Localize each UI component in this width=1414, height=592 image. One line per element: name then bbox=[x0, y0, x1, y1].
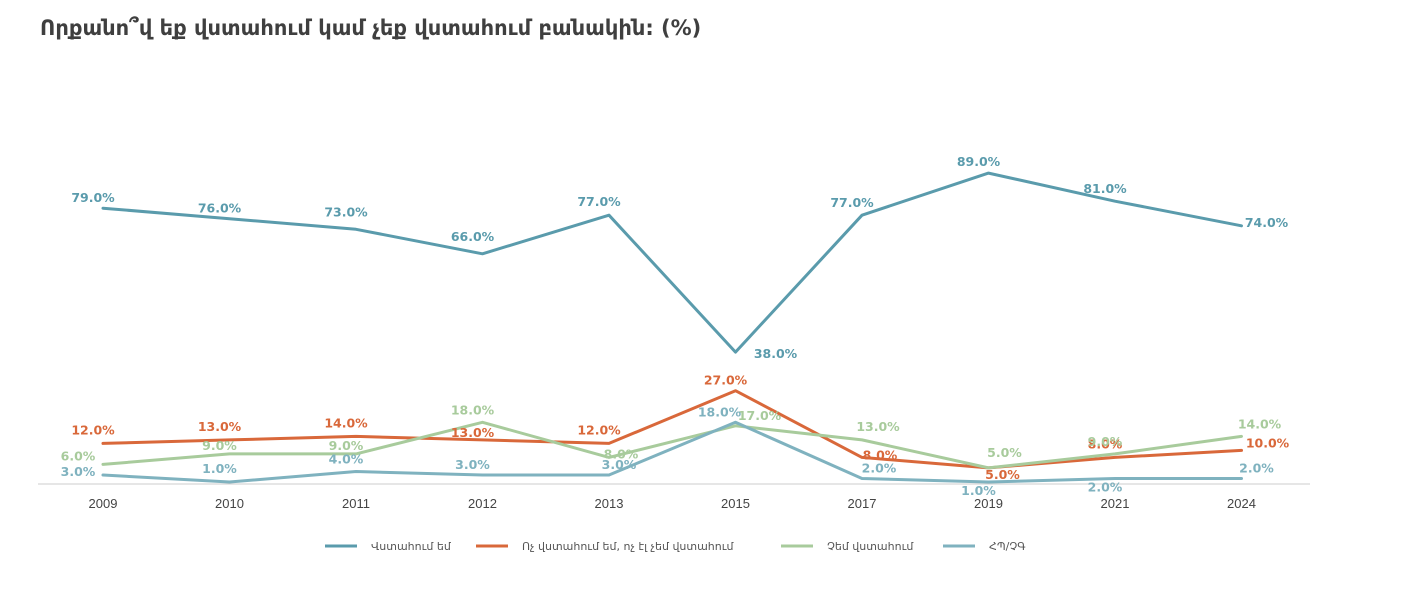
data-label: 89.0% bbox=[957, 154, 1001, 169]
data-label: 4.0% bbox=[329, 452, 364, 467]
data-label: 2.0% bbox=[1239, 461, 1274, 476]
data-label: 10.0% bbox=[1246, 435, 1290, 450]
data-label: 9.0% bbox=[202, 438, 237, 453]
legend-label: Վստահում եմ bbox=[371, 540, 452, 553]
data-labels: 79.0% 76.0% 73.0% 66.0% 77.0% 38.0% 77.0% 89.0%… bbox=[61, 154, 1290, 498]
x-tick-label: 2024 bbox=[1227, 496, 1256, 511]
data-label: 3.0% bbox=[61, 464, 96, 479]
data-label: 5.0% bbox=[985, 467, 1020, 482]
chart-title: Որքանո՞վ եք վստահում կամ չեք վստահում բա… bbox=[40, 16, 702, 40]
legend-label: Չեմ վստահում bbox=[827, 540, 914, 553]
x-tick-label: 2010 bbox=[215, 496, 244, 511]
series-line-4 bbox=[101, 420, 1243, 484]
data-label: 13.0% bbox=[856, 419, 900, 434]
data-label: 18.0% bbox=[451, 402, 495, 417]
legend-label: ՀՊ/ՉԳ bbox=[989, 540, 1026, 553]
data-label: 3.0% bbox=[602, 457, 637, 472]
x-tick-label: 2017 bbox=[848, 496, 877, 511]
series-line-2 bbox=[101, 389, 1243, 470]
data-label: 1.0% bbox=[961, 483, 996, 498]
data-label: 66.0% bbox=[451, 229, 495, 244]
x-tick-label: 2015 bbox=[721, 496, 750, 511]
data-label: 8.0% bbox=[1088, 436, 1123, 451]
data-label: 3.0% bbox=[455, 457, 490, 472]
data-label: 77.0% bbox=[577, 194, 621, 209]
data-label: 8.0% bbox=[604, 446, 639, 461]
data-label: 76.0% bbox=[198, 201, 242, 216]
data-label: 73.0% bbox=[324, 204, 368, 219]
x-tick-label: 2019 bbox=[974, 496, 1003, 511]
data-label: 9.0% bbox=[1088, 434, 1123, 449]
data-label: 8.0% bbox=[863, 447, 898, 462]
x-tick-label: 2021 bbox=[1101, 496, 1130, 511]
data-label: 17.0% bbox=[738, 408, 782, 423]
legend-item: ՀՊ/ՉԳ bbox=[943, 540, 1026, 553]
data-label: 81.0% bbox=[1083, 181, 1127, 196]
data-label: 13.0% bbox=[198, 419, 242, 434]
data-label: 12.0% bbox=[71, 422, 115, 437]
legend-item: Վստահում եմ bbox=[325, 540, 452, 553]
data-label: 6.0% bbox=[61, 448, 96, 463]
data-label: 77.0% bbox=[830, 195, 874, 210]
data-label: 12.0% bbox=[577, 422, 621, 437]
data-label: 13.0% bbox=[451, 425, 495, 440]
data-label: 79.0% bbox=[71, 190, 115, 205]
data-label: 9.0% bbox=[329, 438, 364, 453]
data-label: 18.0% bbox=[698, 404, 742, 419]
data-label: 74.0% bbox=[1245, 215, 1289, 230]
x-tick-label: 2009 bbox=[89, 496, 118, 511]
series-lines bbox=[101, 171, 1243, 484]
x-tick-label: 2011 bbox=[342, 496, 370, 511]
data-label: 5.0% bbox=[987, 445, 1022, 460]
legend-item: Ոչ վստահում եմ, ոչ էլ չեմ վստահում bbox=[476, 540, 735, 553]
data-label: 14.0% bbox=[324, 415, 368, 430]
data-label: 2.0% bbox=[1088, 480, 1123, 495]
legend: Վստահում եմ Ոչ վստահում եմ, ոչ էլ չեմ վստ… bbox=[325, 540, 1026, 553]
data-label: 27.0% bbox=[704, 373, 748, 388]
x-tick-label: 2013 bbox=[595, 496, 624, 511]
data-label: 38.0% bbox=[754, 346, 798, 361]
data-label: 1.0% bbox=[202, 461, 237, 476]
x-tick-label: 2012 bbox=[468, 496, 497, 511]
legend-item: Չեմ վստահում bbox=[781, 540, 914, 553]
series-line-3 bbox=[101, 420, 1243, 470]
data-label: 14.0% bbox=[1238, 416, 1282, 431]
legend-label: Ոչ վստահում եմ, ոչ էլ չեմ վստահում bbox=[522, 540, 735, 553]
series-line-1 bbox=[101, 171, 1243, 354]
data-label: 2.0% bbox=[862, 461, 897, 476]
x-axis-ticks: 2009 2010 2011 2012 2013 2015 2017 2019 2021 2024 bbox=[89, 496, 1256, 511]
